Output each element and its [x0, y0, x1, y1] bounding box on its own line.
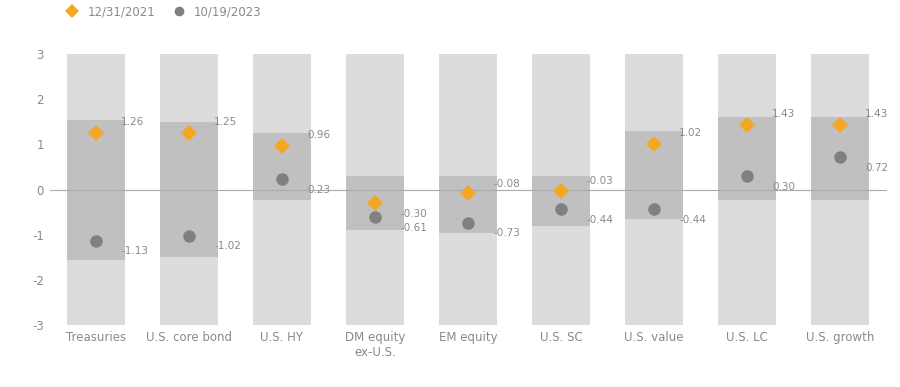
Text: -0.30: -0.30 — [400, 209, 427, 219]
Bar — [68, 120, 125, 260]
Text: 0.96: 0.96 — [307, 130, 330, 140]
Text: -0.44: -0.44 — [680, 215, 706, 225]
Legend: 12/31/2021, 10/19/2023: 12/31/2021, 10/19/2023 — [56, 0, 266, 23]
Text: -0.44: -0.44 — [586, 215, 613, 225]
Bar — [439, 54, 497, 325]
Bar — [253, 54, 310, 325]
Bar — [346, 176, 404, 230]
Text: -0.03: -0.03 — [586, 176, 613, 187]
Bar — [68, 54, 125, 325]
Text: 0.23: 0.23 — [307, 185, 330, 195]
Text: 1.02: 1.02 — [680, 128, 702, 138]
Bar — [811, 54, 868, 325]
Bar — [811, 117, 868, 200]
Text: 1.43: 1.43 — [865, 109, 888, 119]
Bar — [626, 131, 683, 219]
Bar — [439, 176, 497, 233]
Text: -1.13: -1.13 — [122, 246, 148, 256]
Text: -0.08: -0.08 — [493, 179, 520, 189]
Text: 1.43: 1.43 — [772, 109, 796, 119]
Text: -0.61: -0.61 — [400, 223, 427, 233]
Bar — [160, 54, 218, 325]
Bar — [718, 117, 776, 200]
Bar — [532, 54, 590, 325]
Text: 0.30: 0.30 — [772, 182, 795, 192]
Bar — [532, 176, 590, 226]
Bar — [718, 54, 776, 325]
Text: 0.72: 0.72 — [865, 163, 888, 173]
Bar — [160, 122, 218, 257]
Bar — [253, 133, 310, 200]
Text: -0.73: -0.73 — [493, 228, 520, 238]
Text: 1.25: 1.25 — [214, 117, 238, 127]
Text: -1.02: -1.02 — [214, 241, 241, 251]
Text: 1.26: 1.26 — [122, 117, 144, 127]
Bar — [346, 54, 404, 325]
Bar — [626, 54, 683, 325]
